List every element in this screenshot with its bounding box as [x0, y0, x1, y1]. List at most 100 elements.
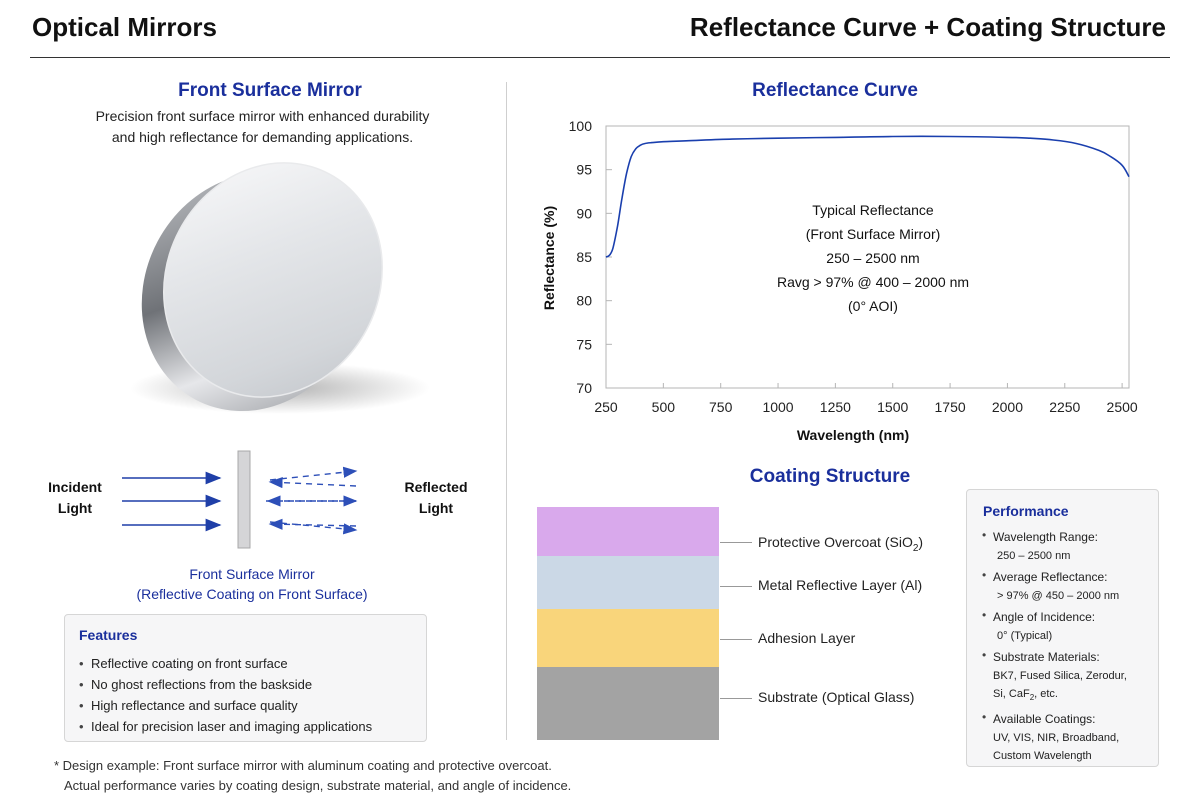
caption-line-1: Front Surface Mirror — [189, 566, 315, 582]
performance-label: Average Reflectance: — [993, 570, 1108, 584]
coating-stack — [537, 507, 719, 740]
footnote-line-2: Actual performance varies by coating des… — [64, 778, 572, 793]
performance-item: Available Coatings: UV, VIS, NIR, Broadb… — [979, 710, 1146, 765]
performance-value-line: Custom Wavelength — [993, 750, 1092, 763]
performance-item: Angle of Incidence: 0° (Typical) — [979, 608, 1146, 645]
performance-value: BK7, Fused Silica, Zerodur, Si, CaF2, et… — [993, 667, 1146, 707]
layer-label-suffix: ) — [918, 534, 924, 550]
reflected-line-1: Reflected — [404, 479, 468, 495]
performance-label: Wavelength Range: — [993, 530, 1098, 544]
x-tick-label: 500 — [652, 399, 676, 415]
x-tick-label: 750 — [709, 399, 733, 415]
reflected-line-2: Light — [418, 500, 454, 516]
leader-line — [720, 586, 752, 587]
y-tick-label: 85 — [576, 249, 592, 265]
x-tick-label: 2250 — [1049, 399, 1080, 415]
reflection-arrows — [122, 450, 358, 549]
y-tick-label: 100 — [569, 118, 593, 134]
y-tick-label: 70 — [576, 380, 592, 396]
y-axis-label: Reflectance (%) — [541, 206, 557, 310]
chart-title: Reflectance Curve — [752, 80, 918, 101]
y-tick-label: 75 — [576, 336, 592, 352]
value-subscript: 2 — [1029, 693, 1035, 703]
caption-line-2: (Reflective Coating on Front Surface) — [136, 586, 368, 602]
mirror-face — [163, 162, 383, 398]
performance-title: Performance — [983, 503, 1069, 519]
feature-item: No ghost reflections from the baskside — [79, 674, 412, 695]
y-tick-label: 95 — [576, 162, 592, 178]
mirror-image — [130, 162, 430, 414]
performance-value: 250 – 2500 nm — [997, 550, 1071, 562]
reflection-diagram: Incident Light Reflected Light — [30, 446, 490, 556]
incident-line-1: Incident — [48, 479, 102, 495]
diagram-caption: Front Surface Mirror (Reflective Coating… — [62, 564, 442, 604]
annotation-line: 250 – 2500 nm — [826, 250, 919, 266]
front-mirror-title: Front Surface Mirror — [178, 80, 362, 101]
page-title: Optical Mirrors — [32, 12, 217, 42]
value-suffix: , etc. — [1034, 688, 1058, 700]
layer-substrate — [537, 667, 719, 740]
footnote-line-1: * Design example: Front surface mirror w… — [54, 758, 552, 773]
performance-value: > 97% @ 450 – 2000 nm — [997, 590, 1120, 602]
y-tick-label: 80 — [576, 293, 592, 309]
feature-item: High reflectance and surface quality — [79, 695, 412, 716]
performance-value: UV, VIS, NIR, Broadband, Custom Waveleng… — [993, 729, 1146, 765]
layer-label-substrate: Substrate (Optical Glass) — [758, 689, 915, 705]
layer-label-metal-reflective: Metal Reflective Layer (Al) — [758, 577, 923, 593]
mirror-plate — [237, 450, 251, 549]
layer-label-text: Protective Overcoat (SiO — [758, 534, 913, 550]
reflected-arrow — [269, 466, 358, 481]
front-mirror-description: Precision front surface mirror with enha… — [40, 106, 485, 148]
x-tick-label: 2500 — [1107, 399, 1138, 415]
reflectance-line — [605, 135, 1130, 258]
features-title: Features — [79, 627, 138, 643]
x-tick-label: 1000 — [762, 399, 793, 415]
performance-item: Substrate Materials: BK7, Fused Silica, … — [979, 648, 1146, 707]
value-text: Si, CaF — [993, 688, 1030, 700]
layer-protective-overcoat — [537, 507, 719, 556]
features-panel: Features Reflective coating on front sur… — [64, 614, 427, 742]
performance-item: Average Reflectance: > 97% @ 450 – 2000 … — [979, 568, 1146, 605]
performance-label: Substrate Materials: — [993, 650, 1100, 664]
performance-value-line: BK7, Fused Silica, Zerodur, — [993, 670, 1127, 682]
x-tick-label: 2000 — [992, 399, 1023, 415]
reflected-arrows — [266, 466, 358, 535]
x-tick-label: 250 — [594, 399, 618, 415]
layer-adhesion — [537, 609, 719, 667]
performance-value: 0° (Typical) — [997, 630, 1053, 642]
x-axis-label: Wavelength (nm) — [797, 427, 909, 443]
reflectance-chart: 70 75 80 85 90 95 100 250 500 750 1000 1250 1500 175… — [541, 118, 1138, 443]
x-axis-ticks: 250 500 750 1000 1250 1500 1750 2000 2250 2500 — [594, 383, 1138, 415]
incident-light-label: Incident Light — [36, 477, 114, 519]
performance-value-line: UV, VIS, NIR, Broadband, — [993, 732, 1120, 745]
reflected-light-label: Reflected Light — [396, 477, 476, 519]
chart-annotation: Typical Reflectance (Front Surface Mirro… — [777, 202, 969, 314]
annotation-line: Typical Reflectance — [812, 202, 934, 218]
incident-arrows — [122, 471, 222, 532]
annotation-line: (0° AOI) — [848, 298, 898, 314]
performance-label: Angle of Incidence: — [993, 610, 1096, 624]
features-list: Reflective coating on front surface No g… — [79, 653, 412, 737]
column-divider — [506, 82, 507, 740]
performance-panel: Performance Wavelength Range: 250 – 2500… — [966, 489, 1159, 767]
coating-title: Coating Structure — [749, 466, 911, 487]
x-tick-label: 1250 — [820, 399, 851, 415]
y-tick-label: 90 — [576, 205, 592, 221]
performance-value-line: Si, CaF2, etc. — [993, 685, 1146, 707]
mirror-illustration — [105, 152, 435, 422]
leader-line — [720, 542, 752, 543]
x-tick-label: 1750 — [935, 399, 966, 415]
feature-item: Reflective coating on front surface — [79, 653, 412, 674]
annotation-line: Ravg > 97% @ 400 – 2000 nm — [777, 274, 969, 290]
x-tick-label: 1500 — [877, 399, 908, 415]
incident-line-2: Light — [57, 500, 93, 516]
reflected-arrow — [269, 521, 358, 535]
performance-item: Wavelength Range: 250 – 2500 nm — [979, 528, 1146, 565]
footnote: * Design example: Front surface mirror w… — [54, 756, 571, 796]
leader-line — [720, 698, 752, 699]
page-subtitle: Reflectance Curve + Coating Structure — [689, 12, 1166, 42]
annotation-line: (Front Surface Mirror) — [806, 226, 941, 242]
y-axis-ticks: 70 75 80 85 90 95 100 — [569, 118, 612, 396]
description-line-2: and high reflectance for demanding appli… — [111, 129, 414, 145]
leader-line — [720, 639, 752, 640]
